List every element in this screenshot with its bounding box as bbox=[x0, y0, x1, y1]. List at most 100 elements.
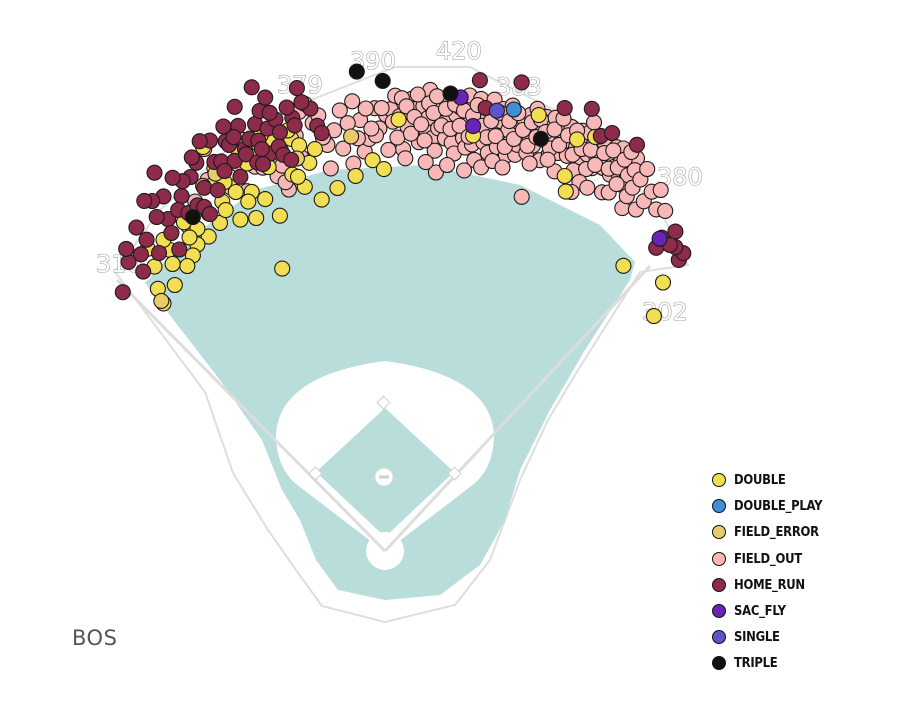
point-field-error bbox=[343, 128, 360, 145]
point-home-run bbox=[237, 146, 255, 163]
legend: DOUBLE DOUBLE_PLAY FIELD_ERROR FIELD_OUT HOM… bbox=[712, 467, 892, 677]
point-double bbox=[375, 161, 392, 178]
point-home-run bbox=[196, 179, 213, 196]
point-home-run bbox=[278, 99, 295, 116]
point-double bbox=[530, 107, 547, 124]
point-sac-fly bbox=[465, 118, 482, 135]
legend-label: FIELD_ERROR bbox=[734, 524, 819, 541]
point-home-run bbox=[138, 231, 155, 248]
point-field-out bbox=[605, 142, 622, 159]
point-double bbox=[232, 211, 249, 228]
point-field-out bbox=[428, 88, 446, 105]
warning-track-outline bbox=[113, 66, 690, 624]
point-double bbox=[306, 141, 323, 158]
point-double bbox=[390, 111, 407, 128]
point-home-run bbox=[146, 164, 163, 181]
batted-ball-points bbox=[114, 63, 692, 325]
point-double bbox=[181, 229, 198, 246]
point-double-play bbox=[505, 101, 522, 118]
legend-swatch bbox=[712, 604, 726, 619]
point-double bbox=[347, 167, 364, 184]
point-home-run bbox=[243, 79, 260, 96]
point-home-run bbox=[513, 74, 530, 91]
point-home-run bbox=[254, 156, 272, 173]
point-double bbox=[615, 257, 632, 274]
point-field-out bbox=[487, 128, 504, 145]
point-field-out bbox=[331, 102, 348, 119]
point-home-run bbox=[209, 182, 226, 199]
legend-item-double: DOUBLE bbox=[712, 467, 892, 493]
point-field-out bbox=[402, 125, 420, 142]
distance-label: 420 bbox=[436, 37, 482, 65]
legend-item-triple: TRIPLE bbox=[712, 650, 892, 676]
point-field-out bbox=[539, 151, 556, 168]
point-triple bbox=[348, 63, 365, 80]
point-field-error bbox=[153, 292, 170, 309]
legend-item-double-play: DOUBLE_PLAY bbox=[712, 493, 892, 519]
point-home-run bbox=[257, 89, 274, 106]
legend-swatch bbox=[712, 499, 726, 514]
point-home-run bbox=[628, 136, 646, 153]
point-home-run bbox=[232, 168, 249, 185]
point-triple bbox=[374, 72, 391, 89]
point-home-run bbox=[150, 244, 168, 262]
point-single bbox=[488, 102, 505, 119]
point-home-run bbox=[293, 94, 310, 111]
point-double bbox=[248, 209, 265, 227]
point-field-out bbox=[439, 156, 456, 174]
point-field-out bbox=[335, 140, 352, 157]
point-field-out bbox=[639, 160, 656, 178]
point-double bbox=[257, 191, 274, 208]
point-triple bbox=[184, 208, 201, 226]
point-field-out bbox=[380, 141, 397, 158]
point-home-run bbox=[556, 100, 573, 117]
point-double bbox=[557, 183, 574, 200]
legend-label: DOUBLE bbox=[734, 472, 786, 489]
point-home-run bbox=[114, 284, 131, 301]
legend-item-single: SINGLE bbox=[712, 624, 892, 650]
point-field-out bbox=[409, 86, 426, 103]
point-home-run bbox=[667, 223, 684, 240]
point-home-run bbox=[225, 129, 242, 146]
point-field-out bbox=[494, 159, 511, 176]
legend-label: HOME_RUN bbox=[734, 576, 805, 593]
point-double bbox=[364, 152, 381, 169]
legend-label: FIELD_OUT bbox=[734, 550, 802, 567]
second-base bbox=[376, 395, 391, 410]
legend-item-field-error: FIELD_ERROR bbox=[712, 519, 892, 545]
point-field-out bbox=[608, 176, 625, 193]
point-double bbox=[569, 131, 586, 148]
point-field-out bbox=[339, 115, 356, 132]
point-home-run bbox=[120, 253, 137, 270]
point-double bbox=[313, 191, 330, 208]
legend-item-field-out: FIELD_OUT bbox=[712, 546, 892, 572]
point-field-out bbox=[397, 150, 414, 167]
point-home-run bbox=[253, 141, 270, 158]
point-home-run bbox=[215, 118, 232, 135]
point-double bbox=[329, 179, 346, 197]
point-home-run bbox=[132, 246, 149, 263]
point-double bbox=[179, 257, 196, 275]
point-field-out bbox=[521, 155, 538, 172]
left-foul-line bbox=[115, 278, 387, 553]
point-home-run bbox=[173, 188, 190, 205]
point-home-run bbox=[283, 151, 300, 168]
point-double bbox=[164, 255, 181, 273]
point-field-out bbox=[322, 160, 339, 177]
team-label: BOS bbox=[72, 626, 118, 650]
point-field-out bbox=[357, 100, 374, 117]
legend-swatch bbox=[712, 630, 726, 645]
point-home-run bbox=[271, 124, 288, 141]
point-field-out bbox=[413, 116, 430, 133]
point-field-out bbox=[427, 164, 444, 181]
pitchers-rubber bbox=[379, 475, 389, 479]
point-home-run bbox=[118, 240, 135, 257]
point-double bbox=[271, 207, 288, 224]
point-double bbox=[556, 167, 573, 185]
point-double bbox=[274, 260, 291, 277]
point-double bbox=[654, 274, 672, 291]
point-field-out bbox=[373, 100, 390, 117]
right-foul-line bbox=[383, 264, 652, 553]
point-double bbox=[289, 168, 307, 185]
